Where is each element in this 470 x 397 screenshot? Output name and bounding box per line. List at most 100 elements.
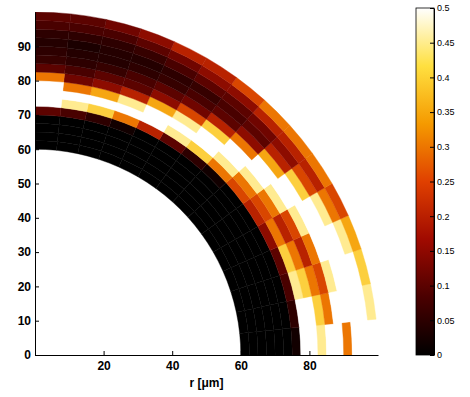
tick-mark bbox=[241, 351, 242, 355]
tick: 30 bbox=[18, 245, 39, 259]
tick-mark bbox=[35, 46, 39, 47]
chart: 204060800102030405060708090r [μm]00.050.… bbox=[0, 0, 470, 397]
tick: 40 bbox=[166, 351, 180, 373]
heat-cell bbox=[274, 329, 284, 355]
heat-cell bbox=[35, 72, 65, 82]
tick-label: 0 bbox=[437, 350, 442, 360]
tick-label: 80 bbox=[18, 74, 32, 88]
tick-mark bbox=[104, 351, 105, 355]
heat-cell bbox=[35, 81, 64, 91]
heat-cell bbox=[359, 320, 369, 355]
heat-cell bbox=[232, 78, 265, 107]
tick-label: 40 bbox=[18, 211, 32, 225]
tick-mark bbox=[309, 351, 310, 355]
heat-cell bbox=[35, 46, 67, 56]
x-axis-title: r [μm] bbox=[189, 376, 223, 390]
tick: 0.5 bbox=[430, 3, 450, 13]
heat-cell bbox=[105, 19, 141, 36]
cells bbox=[35, 12, 378, 355]
tick-mark bbox=[35, 81, 39, 82]
tick-label: 20 bbox=[18, 280, 32, 294]
tick: 0.25 bbox=[430, 177, 455, 187]
heat-cell bbox=[368, 319, 378, 355]
tick-mark bbox=[430, 43, 434, 44]
tick: 0.15 bbox=[430, 246, 455, 256]
heat-cell bbox=[325, 184, 349, 219]
tick-mark bbox=[35, 115, 39, 116]
tick-label: 70 bbox=[18, 108, 32, 122]
tick-label: 20 bbox=[97, 359, 111, 373]
heat-cell bbox=[306, 153, 332, 187]
tick: 20 bbox=[97, 351, 111, 373]
tick: 70 bbox=[18, 108, 39, 122]
tick-label: 0.45 bbox=[437, 38, 455, 48]
heat-cell bbox=[259, 100, 290, 131]
heat-cell bbox=[35, 141, 57, 151]
heat-cell bbox=[35, 132, 58, 142]
heat-cell bbox=[35, 89, 63, 99]
heat-cell bbox=[248, 332, 258, 355]
tick-label: 0.25 bbox=[437, 177, 455, 187]
tick: 0.1 bbox=[430, 281, 450, 291]
tick: 60 bbox=[235, 351, 249, 373]
heat-cell bbox=[70, 14, 106, 28]
tick-label: 0.3 bbox=[437, 142, 450, 152]
heat-cell bbox=[325, 324, 335, 355]
tick-mark bbox=[35, 355, 39, 356]
tick: 0 bbox=[24, 348, 39, 362]
tick-mark bbox=[35, 149, 39, 150]
tick-label: 0.4 bbox=[437, 73, 450, 83]
tick-mark bbox=[35, 252, 39, 253]
tick-label: 60 bbox=[235, 359, 249, 373]
heat-cell bbox=[341, 215, 362, 251]
tick-label: 0.05 bbox=[437, 316, 455, 326]
tick: 0.45 bbox=[430, 38, 455, 48]
heat-cell bbox=[202, 58, 236, 84]
heat-cell bbox=[35, 21, 70, 31]
heat-cell bbox=[35, 63, 65, 73]
tick-mark bbox=[430, 8, 434, 9]
heat-cell bbox=[362, 284, 376, 320]
tick-mark bbox=[430, 216, 434, 217]
heat-cell bbox=[35, 98, 62, 108]
colorbar-axis: 0 0.05 0.1 0.15 0.2 0.25 0.3 0.35 0.4 0.45 0.5 bbox=[430, 3, 455, 360]
heat-cell bbox=[35, 55, 66, 65]
tick-mark bbox=[430, 355, 434, 356]
heat-cell bbox=[353, 249, 370, 285]
heat-cell bbox=[342, 322, 352, 355]
tick-mark bbox=[430, 182, 434, 183]
tick: 50 bbox=[18, 177, 39, 191]
tick-mark bbox=[35, 184, 39, 185]
tick-label: 0.1 bbox=[437, 281, 450, 291]
tick-label: 90 bbox=[18, 40, 32, 54]
tick: 80 bbox=[303, 351, 317, 373]
y-axis: 0102030405060708090 bbox=[18, 13, 39, 363]
heat-cell bbox=[351, 321, 361, 355]
tick-mark bbox=[430, 112, 434, 113]
heat-cell bbox=[291, 327, 301, 355]
heat-cell bbox=[240, 333, 250, 355]
tick-label: 0.5 bbox=[437, 3, 450, 13]
tick: 20 bbox=[18, 280, 39, 294]
tick: 0 bbox=[430, 350, 442, 360]
tick-mark bbox=[35, 218, 39, 219]
tick-label: 0.35 bbox=[437, 107, 455, 117]
tick: 0.2 bbox=[430, 212, 450, 222]
heat-cell bbox=[35, 115, 60, 125]
axis-line bbox=[36, 355, 379, 356]
tick-mark bbox=[172, 351, 173, 355]
tick-mark bbox=[430, 320, 434, 321]
heat-cell bbox=[308, 325, 318, 355]
tick-label: 30 bbox=[18, 245, 32, 259]
tick: 0.4 bbox=[430, 73, 450, 83]
tick: 0.35 bbox=[430, 107, 455, 117]
tick-mark bbox=[430, 147, 434, 148]
tick: 60 bbox=[18, 143, 39, 157]
heat-cell bbox=[265, 330, 275, 355]
tick-mark bbox=[430, 77, 434, 78]
x-axis: 20 40 60 80 bbox=[36, 351, 379, 373]
heat-cell bbox=[299, 326, 309, 355]
heat-cell bbox=[35, 106, 61, 116]
tick: 0.05 bbox=[430, 316, 455, 326]
tick-label: 80 bbox=[303, 359, 317, 373]
